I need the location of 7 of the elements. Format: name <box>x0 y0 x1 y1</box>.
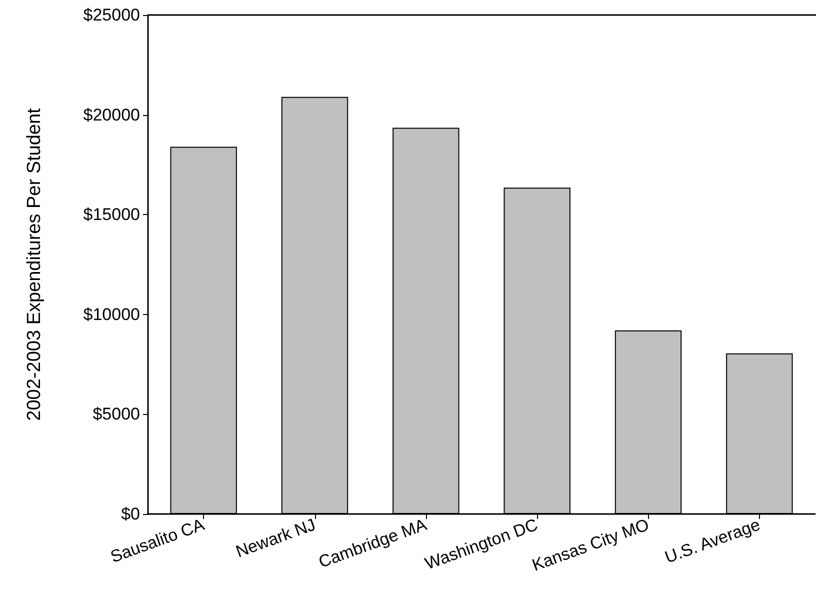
y-tick-label: $10000 <box>83 304 140 324</box>
y-axis-title: 2002-2003 Expenditures Per Student <box>24 107 45 421</box>
y-tick-label: $5000 <box>92 404 140 424</box>
y-tick-label: $25000 <box>83 6 140 24</box>
y-tick-label: $20000 <box>83 105 140 124</box>
y-tick-label: $0 <box>121 504 140 524</box>
y-tick-label: $15000 <box>83 205 140 224</box>
